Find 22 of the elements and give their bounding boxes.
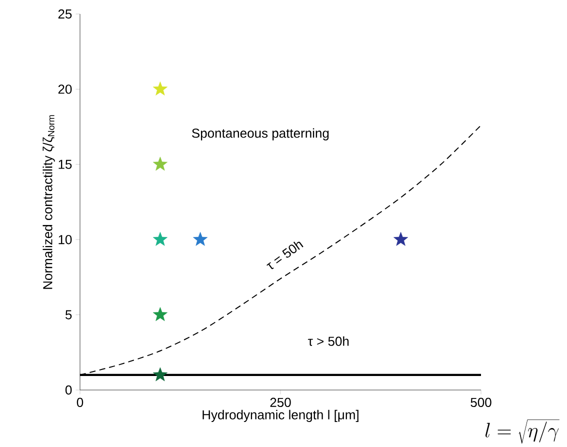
y-tick-label: 25 bbox=[58, 9, 72, 19]
annotation: τ = 50h bbox=[266, 242, 304, 270]
text: $l = \sqrt{\eta/\gamma}$ bbox=[485, 420, 560, 444]
point bbox=[152, 82, 168, 96]
point bbox=[152, 232, 168, 246]
annotation: τ > 50h bbox=[308, 336, 349, 346]
point bbox=[394, 232, 408, 246]
x-tick-label: 500 bbox=[470, 398, 492, 408]
x-axis-title: Hydrodynamic length l [μm] bbox=[202, 410, 358, 422]
point bbox=[193, 232, 208, 246]
y-tick-label: 20 bbox=[58, 84, 72, 94]
y-tick-label: 5 bbox=[65, 310, 72, 320]
y-tick-label: 0 bbox=[65, 385, 72, 395]
y-tick-label: 15 bbox=[58, 160, 72, 169]
x-tick-label: 250 bbox=[270, 398, 291, 408]
point bbox=[152, 156, 168, 171]
point bbox=[152, 307, 168, 322]
annotation: Spontaneous patterning bbox=[192, 128, 329, 140]
y-axis-title: Normalized contractility ζ/ζ$_{Norm}$ bbox=[42, 115, 55, 289]
point bbox=[152, 367, 168, 382]
y-tick-label: 10 bbox=[58, 234, 72, 244]
x-tick-label: 0 bbox=[76, 398, 84, 408]
